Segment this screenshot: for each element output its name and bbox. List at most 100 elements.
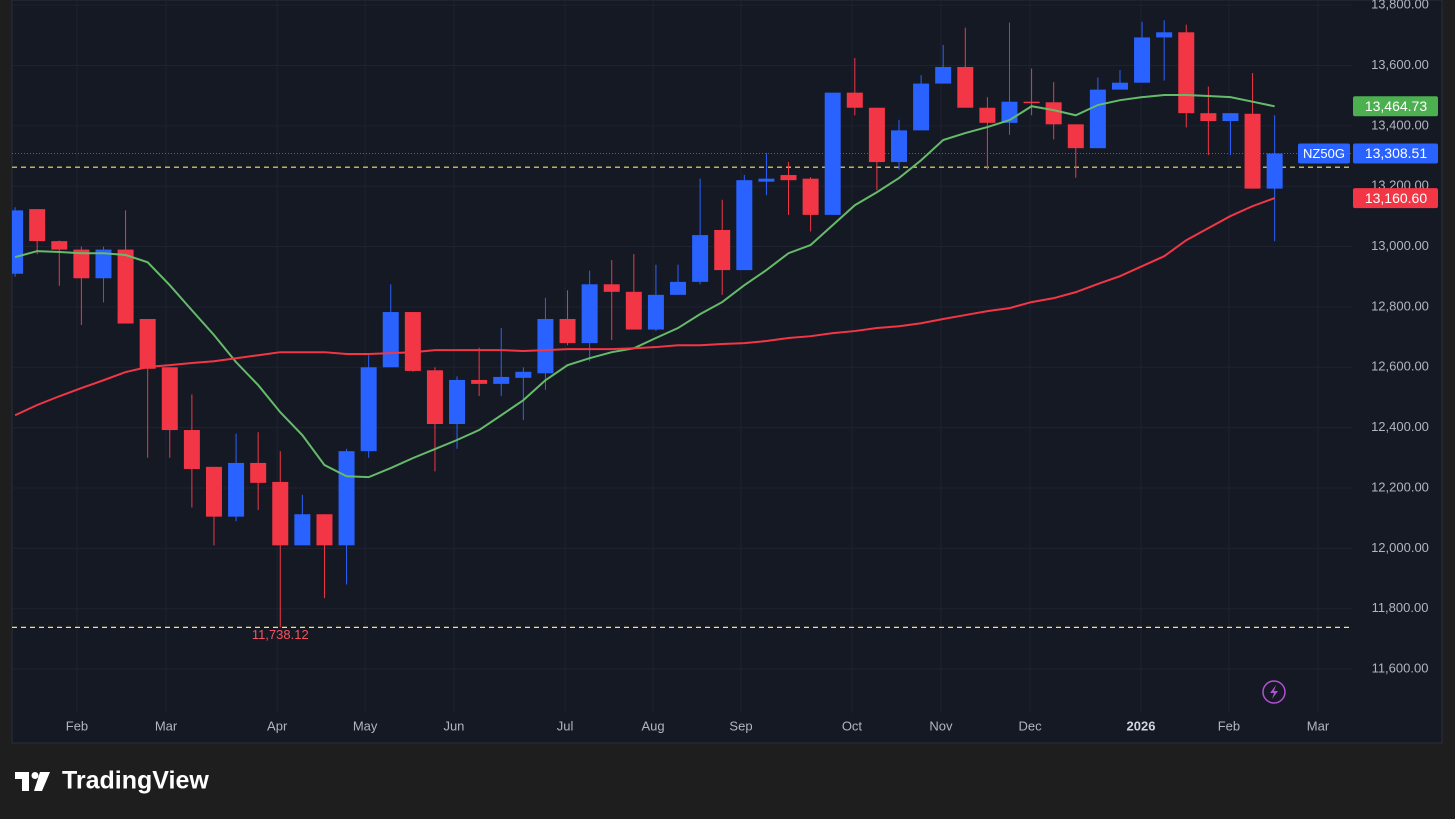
lightning-icon[interactable] — [1262, 680, 1286, 704]
candle-body — [913, 83, 930, 131]
candle-body — [625, 291, 642, 330]
candle-body — [736, 180, 753, 271]
candle-body — [360, 367, 377, 452]
moving-average-line — [14, 197, 1276, 417]
x-tick-label: Mar — [155, 718, 178, 733]
price-label: 13,308.51 — [1365, 145, 1427, 161]
candle-body — [780, 175, 797, 181]
x-tick-label: Feb — [66, 718, 88, 733]
grid — [12, 0, 1352, 713]
candle-body — [228, 462, 245, 517]
candle-body — [29, 209, 46, 242]
candle-body — [1089, 89, 1106, 149]
price-label-box — [1353, 96, 1438, 117]
candle-body — [692, 235, 709, 282]
candle-body — [294, 514, 311, 546]
candle-body — [647, 294, 664, 330]
y-tick-label: 12,400.00 — [1371, 419, 1429, 434]
candle-body — [1111, 82, 1128, 90]
candle-body — [426, 370, 443, 425]
y-tick-label: 12,800.00 — [1371, 298, 1429, 313]
candle-body — [935, 66, 952, 84]
x-tick-label: 2026 — [1127, 718, 1156, 733]
candle-body — [979, 107, 996, 123]
candle-body — [802, 178, 819, 215]
candle-body — [1222, 113, 1239, 122]
x-tick-label: Sep — [729, 718, 752, 733]
candle-body — [95, 249, 112, 279]
candle-body — [670, 281, 687, 295]
candle-body — [1200, 113, 1217, 122]
candle-body — [824, 92, 841, 215]
price-label: 13,464.73 — [1365, 98, 1427, 114]
candle-body — [161, 367, 178, 431]
candle-body — [250, 462, 267, 483]
brand-logo[interactable]: TradingView — [15, 767, 209, 795]
price-label-box — [1353, 188, 1438, 209]
y-tick-label: 12,600.00 — [1371, 359, 1429, 374]
x-tick-label: May — [353, 718, 378, 733]
candle-body — [1067, 124, 1084, 149]
x-tick-label: Nov — [929, 718, 953, 733]
y-tick-label: 12,000.00 — [1371, 540, 1429, 555]
candle-body — [493, 376, 510, 384]
y-tick-label: 12,200.00 — [1371, 479, 1429, 494]
x-tick-label: Feb — [1218, 718, 1240, 733]
candle-body — [1156, 32, 1173, 38]
candle-body — [205, 466, 222, 517]
candle-body — [1023, 101, 1040, 104]
candle-body — [12, 210, 24, 274]
candle-body — [316, 514, 333, 546]
candle-body — [1134, 37, 1151, 83]
x-tick-label: Mar — [1307, 718, 1330, 733]
symbol-tag: NZ50G — [1303, 146, 1345, 161]
candle-body — [890, 130, 907, 163]
low-annotation: 11,738.12 — [252, 627, 309, 642]
x-tick-label: Dec — [1018, 718, 1042, 733]
axes: 11,600.00 11,800.00 12,000.00 12,200.00 12,4… — [66, 0, 1438, 733]
candle-body — [382, 312, 399, 368]
y-tick-label: 13,800.00 — [1371, 0, 1429, 12]
y-tick-label: 13,600.00 — [1371, 57, 1429, 72]
candle-body — [117, 249, 134, 324]
candle-body — [603, 284, 620, 292]
y-tick-label: 13,400.00 — [1371, 117, 1429, 132]
candle-body — [1244, 113, 1261, 189]
candle-body — [272, 481, 289, 546]
x-tick-label: Aug — [641, 718, 664, 733]
candle-body — [559, 318, 576, 344]
price-label: 13,160.60 — [1365, 190, 1427, 206]
candle-body — [846, 92, 863, 108]
y-tick-label: 11,800.00 — [1372, 600, 1429, 615]
candle-body — [868, 107, 885, 163]
x-tick-label: Apr — [267, 718, 288, 733]
y-tick-label: 13,000.00 — [1371, 238, 1429, 253]
candle-body — [449, 379, 466, 425]
candle-body — [1178, 32, 1195, 114]
chart-panel — [11, 0, 1443, 744]
x-tick-label: Oct — [842, 718, 863, 733]
candle-body — [1266, 153, 1283, 189]
candle-body — [404, 312, 421, 371]
price-label-box — [1353, 143, 1438, 164]
plot-area — [12, 20, 1352, 628]
candle-body — [139, 318, 156, 369]
candle-body — [183, 430, 200, 469]
candle-body — [957, 66, 974, 108]
brand-name: TradingView — [62, 767, 209, 795]
candle-body — [714, 229, 731, 271]
candle-body — [471, 379, 488, 384]
candle-body — [537, 318, 554, 374]
symbol-tag-box — [1298, 143, 1350, 164]
candle-body — [51, 241, 68, 250]
x-tick-label: Jun — [443, 718, 464, 733]
candle-body — [515, 371, 532, 378]
candle-body — [338, 451, 355, 546]
x-tick-label: Jul — [557, 718, 574, 733]
candle-body — [1045, 102, 1062, 125]
y-tick-label: 11,600.00 — [1372, 660, 1429, 675]
moving-average-line — [14, 94, 1275, 479]
candle-body — [581, 284, 598, 344]
